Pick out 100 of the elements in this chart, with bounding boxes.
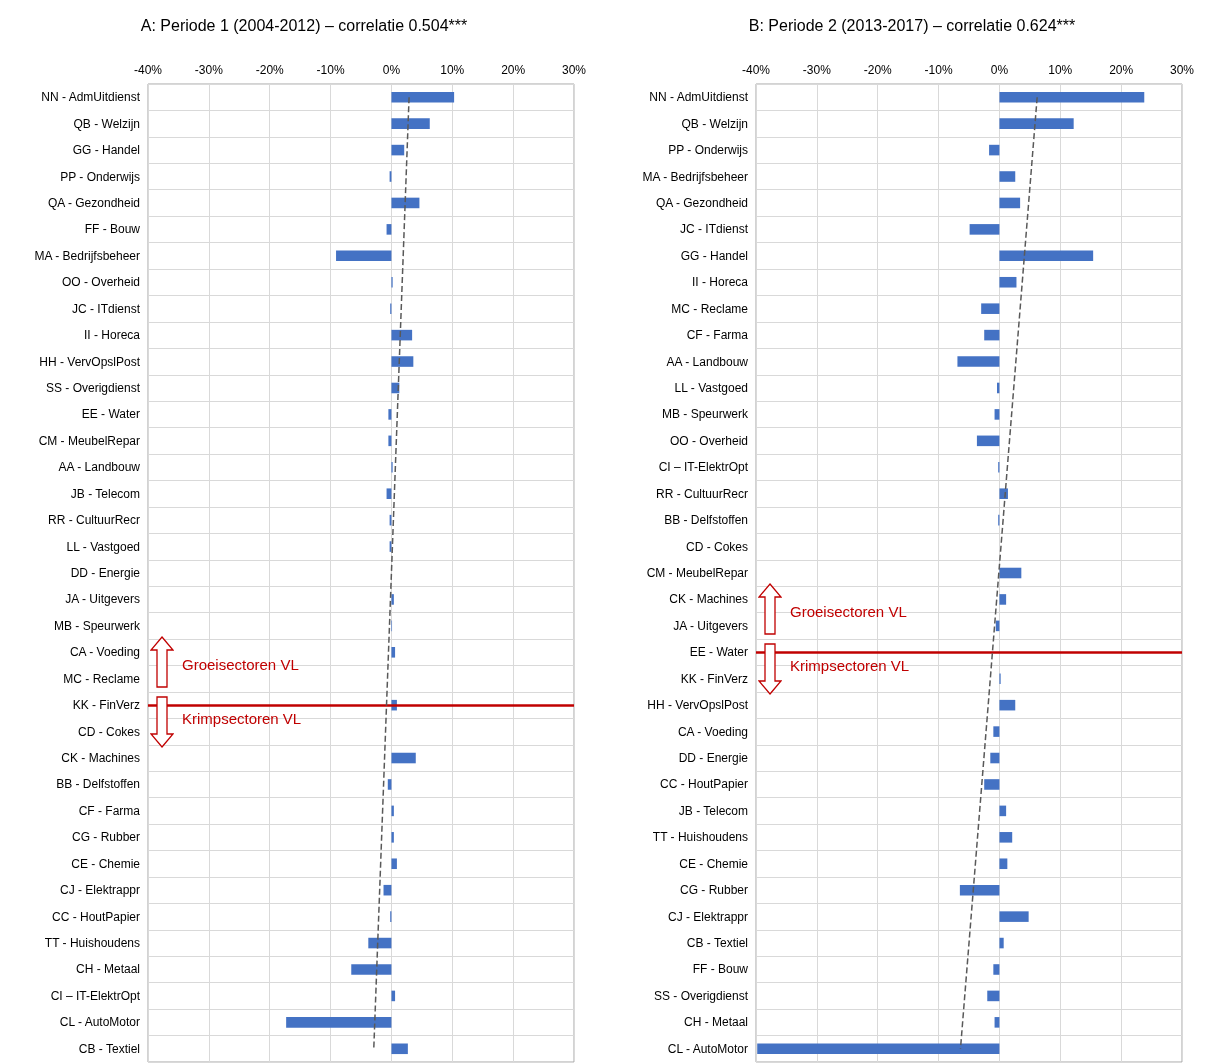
y-tick-label: DD - Energie bbox=[70, 566, 141, 580]
y-tick-label: CH - Metaal bbox=[683, 1015, 748, 1030]
bar bbox=[999, 250, 1094, 262]
chart-title: B: Periode 2 (2013-2017) – correlatie 0.624*** bbox=[748, 16, 1076, 34]
bar bbox=[969, 224, 1000, 235]
bar bbox=[391, 752, 416, 764]
y-tick-label: DD - Energie bbox=[678, 751, 749, 766]
annotation: Krimpsectoren VL bbox=[182, 709, 302, 727]
bar bbox=[368, 937, 392, 949]
bar bbox=[391, 118, 430, 129]
x-tick-label: 30% bbox=[561, 63, 587, 77]
y-tick-label: CL - AutoMotor bbox=[59, 1015, 140, 1030]
y-tick-label: MA - Bedrijfsbeheer bbox=[642, 169, 748, 184]
bar bbox=[391, 1043, 408, 1055]
y-tick-label: JB - Telecom bbox=[678, 803, 748, 818]
y-tick-label: PP - Onderwijs bbox=[60, 169, 140, 184]
y-tick-label: CK - Machines bbox=[669, 592, 748, 607]
x-tick-label: -40% bbox=[741, 63, 771, 77]
bar bbox=[757, 1043, 1000, 1055]
y-tick-label: CA - Voeding bbox=[69, 645, 140, 660]
y-tick-label: CI – IT-ElektrOpt bbox=[50, 988, 141, 1003]
bar bbox=[999, 91, 1145, 103]
bar bbox=[391, 990, 396, 1002]
bar bbox=[987, 990, 1000, 1002]
y-tick-label: MB - Speurwerk bbox=[53, 618, 141, 633]
y-tick-label: CE - Chemie bbox=[71, 856, 141, 871]
y-tick-label: QB - Welzijn bbox=[681, 116, 748, 131]
y-tick-label: HH - VervOpslPost bbox=[39, 354, 141, 369]
y-tick-label: OO - Overheid bbox=[669, 433, 748, 448]
y-tick-label: RR - CultuurRecr bbox=[655, 486, 748, 501]
x-tick-label: 0% bbox=[382, 63, 401, 77]
y-tick-label: CA - Voeding bbox=[677, 724, 748, 739]
annotation: Groeisectoren VL bbox=[182, 655, 299, 673]
y-tick-label: MC - Reclame bbox=[63, 671, 141, 686]
x-tick-label: -40% bbox=[133, 63, 163, 77]
x-tick-label: -20% bbox=[863, 63, 893, 77]
bar bbox=[976, 435, 1000, 447]
bar bbox=[391, 858, 397, 870]
bar bbox=[391, 594, 394, 605]
y-tick-label: CG - Rubber bbox=[679, 883, 748, 898]
y-tick-label: SS - Overigdienst bbox=[653, 988, 749, 1003]
y-tick-label: CF - Farma bbox=[78, 803, 141, 818]
bar bbox=[999, 858, 1008, 870]
x-tick-label: -10% bbox=[316, 63, 345, 77]
y-tick-label: NN - AdmUitdienst bbox=[41, 90, 141, 105]
y-tick-label: JC - ITdienst bbox=[71, 301, 141, 316]
x-tick-label: 20% bbox=[1109, 63, 1134, 77]
y-tick-label: EE - Water bbox=[689, 645, 748, 660]
y-tick-label: KK - FinVerz bbox=[680, 671, 748, 686]
bar bbox=[388, 435, 392, 447]
y-tick-label: BB - Delfstoffen bbox=[56, 777, 140, 792]
bar bbox=[959, 884, 1000, 896]
y-tick-label: FF - Bouw bbox=[692, 962, 749, 977]
bar bbox=[999, 197, 1021, 209]
chart-title: A: Periode 1 (2004-2012) – correlatie 0.504*** bbox=[140, 16, 468, 34]
y-tick-label: CD - Cokes bbox=[685, 539, 748, 554]
y-tick-label: CJ - Elektrappr bbox=[667, 909, 748, 924]
annotation: Krimpsectoren VL bbox=[790, 657, 910, 675]
x-tick-label: -10% bbox=[924, 63, 953, 77]
y-tick-label: CC - HoutPapier bbox=[659, 777, 748, 792]
annotation: Groeisectoren VL bbox=[790, 603, 907, 621]
y-tick-label: CB - Textiel bbox=[686, 936, 748, 951]
x-tick-label: 10% bbox=[440, 63, 465, 77]
y-tick-label: CL - AutoMotor bbox=[667, 1041, 748, 1056]
bar bbox=[388, 409, 392, 420]
bar bbox=[391, 144, 405, 156]
y-tick-label: QB - Welzijn bbox=[73, 116, 140, 131]
bar bbox=[999, 937, 1004, 949]
x-tick-label: 10% bbox=[1048, 63, 1073, 77]
bar bbox=[391, 647, 396, 658]
bar bbox=[391, 197, 420, 209]
bar bbox=[391, 356, 414, 367]
bar bbox=[990, 752, 1000, 764]
y-tick-label: QA - Gezondheid bbox=[655, 195, 748, 210]
y-tick-label: FF - Bouw bbox=[84, 222, 141, 237]
y-tick-label: CJ - Elektrappr bbox=[59, 883, 140, 898]
y-tick-label: MC - Reclame bbox=[671, 301, 749, 316]
y-tick-label: TT - Huishoudens bbox=[44, 936, 140, 951]
bar bbox=[999, 567, 1022, 579]
y-tick-label: JA - Uitgevers bbox=[65, 592, 140, 607]
bar bbox=[957, 356, 1000, 367]
y-tick-label: PP - Onderwijs bbox=[668, 143, 748, 158]
y-tick-label: TT - Huishoudens bbox=[652, 830, 748, 845]
y-tick-label: BB - Delfstoffen bbox=[664, 513, 748, 528]
bar bbox=[999, 276, 1017, 288]
bar bbox=[391, 832, 394, 843]
y-tick-label: GG - Handel bbox=[680, 248, 748, 263]
y-tick-label: MB - Speurwerk bbox=[661, 407, 749, 422]
y-tick-label: JC - ITdienst bbox=[679, 222, 749, 237]
bar bbox=[999, 594, 1007, 605]
bar bbox=[999, 699, 1016, 711]
y-tick-label: CF - Farma bbox=[686, 328, 749, 343]
y-tick-label: CM - MeubelRepar bbox=[646, 566, 748, 580]
y-tick-label: LL - Vastgoed bbox=[66, 539, 140, 554]
y-tick-label: CI – IT-ElektrOpt bbox=[658, 460, 749, 475]
y-tick-label: LL - Vastgoed bbox=[674, 380, 748, 395]
bar bbox=[999, 832, 1013, 843]
y-tick-label: JA - Uitgevers bbox=[673, 618, 748, 633]
y-tick-label: OO - Overheid bbox=[61, 275, 140, 290]
y-tick-label: RR - CultuurRecr bbox=[47, 513, 140, 528]
